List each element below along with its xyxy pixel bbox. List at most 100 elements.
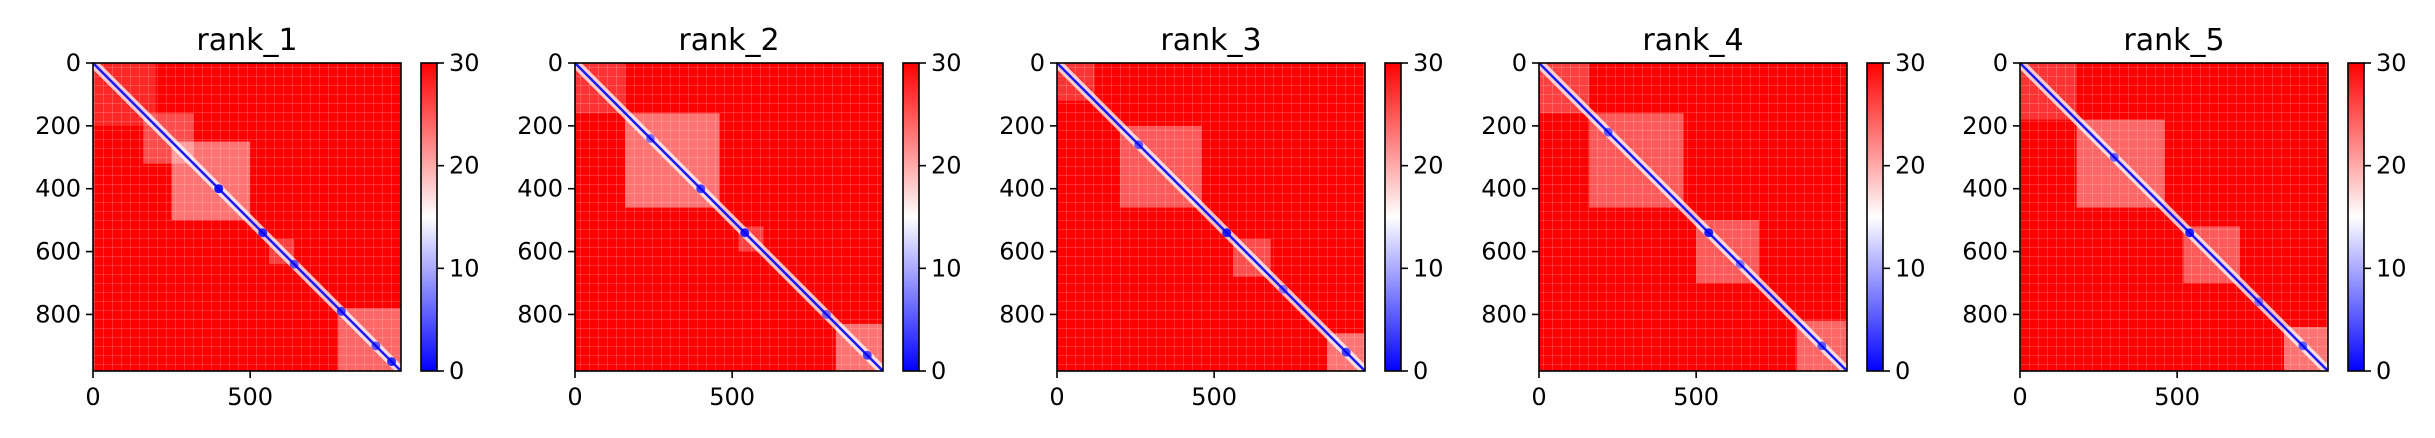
heatmap-image	[2020, 63, 2328, 371]
y-tick-label: 800	[1481, 300, 1527, 328]
heatmap-panel: rank_4 0 200 400 600 800 0 500 0 10 20 30	[1481, 23, 1925, 411]
diagonal-spot	[258, 228, 268, 238]
diagonal-spot	[2109, 152, 2119, 162]
diagonal-spot	[2298, 341, 2308, 351]
diagonal-spot	[289, 259, 299, 269]
colorbar-tick-label: 0	[2376, 357, 2391, 385]
y-tick-label: 400	[999, 175, 1045, 203]
y-tick-label: 800	[35, 300, 81, 328]
diagonal-line	[1057, 63, 1365, 371]
y-tick-label: 600	[517, 238, 563, 266]
y-tick-label: 600	[35, 238, 81, 266]
y-tick-label: 200	[517, 112, 563, 140]
y-tick-label: 400	[1962, 175, 2008, 203]
x-tick-label: 0	[85, 383, 100, 411]
colorbar-tick-label: 20	[2376, 152, 2407, 180]
heatmap-panel: rank_1 0 200 400 600 800 0 500 0 10 20 30	[35, 23, 479, 411]
y-tick-label: 800	[517, 300, 563, 328]
colorbar-tick-label: 0	[449, 357, 464, 385]
colorbar-fill	[903, 63, 919, 371]
diagonal-spot	[1735, 259, 1745, 269]
y-tick-label: 0	[548, 49, 563, 77]
colorbar-frame	[1866, 62, 1884, 372]
diagonal-spot	[1222, 228, 1232, 238]
diagonal-spot	[645, 133, 655, 143]
diagonal-spot	[740, 228, 750, 238]
colorbar-tick-label: 30	[1413, 49, 1444, 77]
colorbar-tick-label: 10	[2376, 254, 2407, 282]
y-tick-label: 200	[35, 112, 81, 140]
colorbar-frame	[902, 62, 920, 372]
diagonal-line	[93, 63, 401, 371]
diagonal-spot	[387, 357, 397, 367]
y-tick-label: 600	[999, 238, 1045, 266]
heatmap-panel: rank_2 0 200 400 600 800 0 500 0 10 20 30	[517, 23, 961, 411]
x-tick-label: 0	[2012, 383, 2027, 411]
y-tick-label: 800	[1962, 300, 2008, 328]
y-tick-label: 400	[1481, 175, 1527, 203]
colorbar-tick-label: 0	[931, 357, 946, 385]
y-tick-label: 200	[1481, 112, 1527, 140]
x-tick-label: 0	[567, 383, 582, 411]
heatmap-panel: rank_3 0 200 400 600 800 0 500 0 10 20 30	[999, 23, 1443, 411]
colorbar-tick-label: 10	[1895, 254, 1926, 282]
panel-title: rank_5	[2123, 23, 2224, 58]
diagonal-line	[575, 63, 883, 371]
diagonal-spot	[1341, 347, 1351, 357]
axes-frame	[1056, 62, 1366, 372]
y-tick-label: 200	[999, 112, 1045, 140]
axes-frame	[574, 62, 884, 372]
panel-title: rank_4	[1642, 23, 1743, 58]
diagonal-line	[2020, 63, 2328, 371]
colorbar-tick-label: 20	[931, 152, 962, 180]
diagonal-spot	[336, 306, 346, 316]
axes-frame	[1538, 62, 1848, 372]
colorbar-frame	[2347, 62, 2365, 372]
colorbar-tick-label: 20	[1413, 152, 1444, 180]
axes-frame	[92, 62, 402, 372]
panel-title: rank_1	[196, 23, 297, 58]
y-tick-label: 800	[999, 300, 1045, 328]
axes-frame	[2019, 62, 2329, 372]
y-tick-label: 0	[1030, 49, 1045, 77]
y-tick-label: 200	[1962, 112, 2008, 140]
y-tick-label: 0	[1993, 49, 2008, 77]
colorbar-tick-label: 30	[2376, 49, 2407, 77]
colorbar-fill	[1385, 63, 1401, 371]
colorbar-fill	[2348, 63, 2364, 371]
diagonal-spot	[821, 309, 831, 319]
colorbar-tick-label: 30	[931, 49, 962, 77]
y-tick-label: 600	[1481, 238, 1527, 266]
y-tick-label: 400	[35, 175, 81, 203]
panel-title: rank_2	[678, 23, 779, 58]
diagonal-spot	[214, 184, 224, 194]
colorbar-frame	[420, 62, 438, 372]
colorbar-tick-label: 0	[1895, 357, 1910, 385]
diagonal-spot	[1278, 284, 1288, 294]
colorbar-fill	[1867, 63, 1883, 371]
colorbar-tick-label: 10	[931, 254, 962, 282]
panel-title: rank_3	[1160, 23, 1261, 58]
diagonal-spot	[1134, 140, 1144, 150]
diagonal-line	[1539, 63, 1847, 371]
x-tick-label: 500	[709, 383, 755, 411]
heatmap-image	[1057, 63, 1365, 371]
colorbar-tick-label: 30	[449, 49, 480, 77]
colorbar-frame	[1384, 62, 1402, 372]
x-tick-label: 500	[2154, 383, 2200, 411]
y-tick-label: 0	[66, 49, 81, 77]
colorbar-tick-label: 0	[1413, 357, 1428, 385]
x-tick-label: 500	[1191, 383, 1237, 411]
x-tick-label: 0	[1531, 383, 1546, 411]
y-tick-label: 600	[1962, 238, 2008, 266]
heatmap-image	[575, 63, 883, 371]
colorbar-fill	[421, 63, 437, 371]
diagonal-spot	[2185, 228, 2195, 238]
diagonal-spot	[1817, 341, 1827, 351]
colorbar-tick-label: 20	[1895, 152, 1926, 180]
diagonal-spot	[371, 341, 381, 351]
x-tick-label: 0	[1049, 383, 1064, 411]
heatmap-panel: rank_5 0 200 400 600 800 0 500 0 10 20 30	[1962, 23, 2406, 411]
